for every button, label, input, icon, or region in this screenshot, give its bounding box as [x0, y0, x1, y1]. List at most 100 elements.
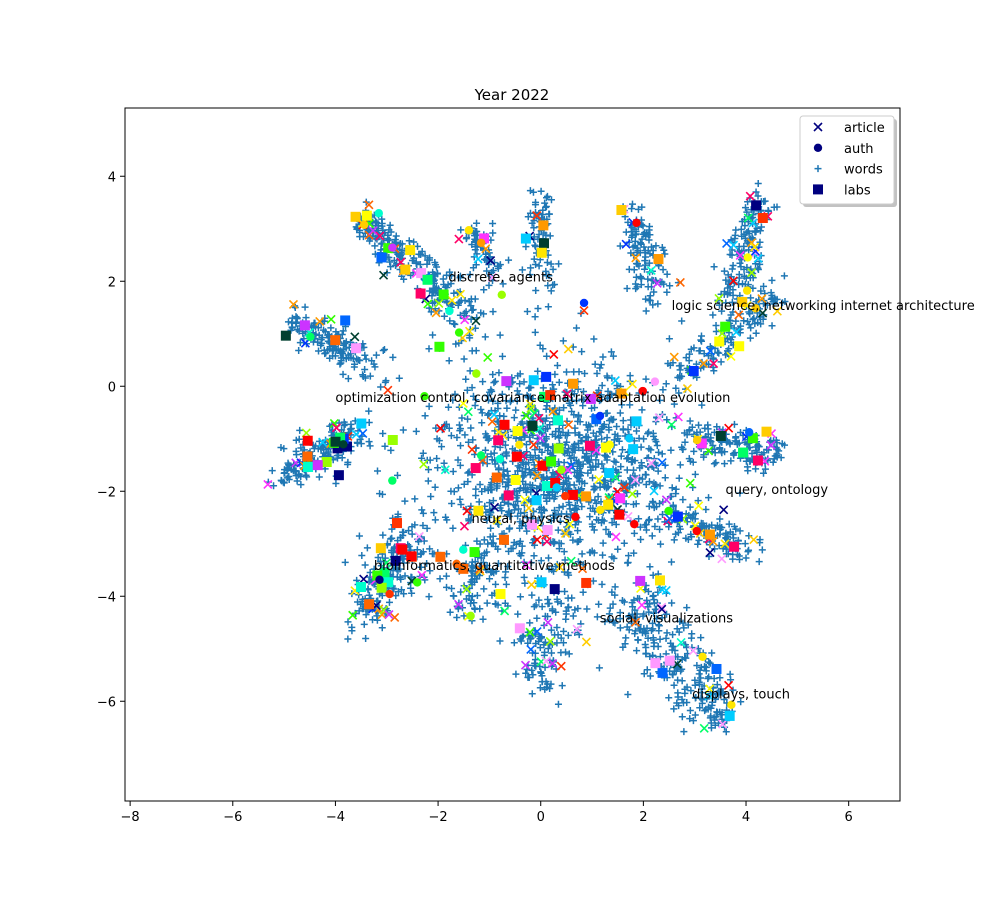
- word-point: [454, 605, 462, 613]
- word-point: [633, 244, 641, 252]
- labs-point: [375, 543, 386, 554]
- word-point: [663, 416, 671, 424]
- article-point: [594, 474, 604, 485]
- word-point: [696, 347, 704, 355]
- word-point: [386, 221, 394, 229]
- word-point: [620, 598, 628, 606]
- article-point: [447, 295, 457, 305]
- word-point: [539, 473, 547, 481]
- series-labs: [280, 200, 772, 721]
- word-point: [654, 515, 662, 523]
- word-point: [671, 646, 679, 654]
- word-point: [646, 672, 654, 680]
- word-point: [636, 249, 644, 257]
- word-point: [768, 322, 776, 330]
- word-point: [681, 654, 689, 662]
- word-point: [433, 270, 441, 278]
- word-point: [559, 639, 567, 647]
- word-point: [550, 567, 558, 575]
- word-point: [705, 673, 713, 681]
- word-point: [755, 558, 763, 566]
- word-point: [603, 434, 611, 442]
- article-point: [577, 564, 588, 574]
- cluster-annotation: displays, touch: [692, 688, 790, 703]
- word-point: [644, 588, 652, 596]
- word-point: [551, 506, 559, 514]
- word-point: [569, 612, 577, 620]
- word-point: [634, 636, 642, 644]
- y-tick-label: 2: [108, 275, 116, 290]
- labs-point: [724, 710, 735, 721]
- labs-point: [550, 477, 561, 488]
- word-point: [660, 246, 668, 254]
- word-point: [332, 479, 340, 487]
- x-tick-label: 6: [845, 810, 853, 825]
- word-point: [466, 367, 474, 375]
- word-point: [752, 329, 760, 337]
- word-point: [698, 696, 706, 704]
- article-point: [714, 293, 724, 303]
- word-point: [633, 260, 641, 268]
- word-point: [483, 267, 491, 275]
- word-point: [636, 239, 644, 247]
- word-point: [602, 526, 610, 534]
- word-point: [614, 435, 622, 443]
- word-point: [616, 615, 624, 623]
- word-point: [763, 301, 771, 309]
- word-point: [695, 670, 703, 678]
- word-point: [573, 397, 581, 405]
- word-point: [644, 430, 652, 438]
- word-point: [551, 631, 559, 639]
- word-point: [680, 624, 688, 632]
- word-point: [293, 314, 301, 322]
- article-point: [473, 254, 483, 264]
- article-point: [315, 316, 325, 327]
- word-point: [527, 469, 535, 477]
- word-point: [528, 591, 536, 599]
- word-point: [496, 637, 504, 645]
- word-point: [678, 372, 686, 380]
- word-point: [769, 298, 777, 306]
- word-point: [704, 674, 712, 682]
- word-point: [746, 334, 754, 342]
- word-point: [717, 711, 725, 719]
- word-point: [467, 516, 475, 524]
- word-point: [780, 272, 788, 280]
- word-point: [601, 618, 609, 626]
- word-point: [524, 673, 532, 681]
- word-point: [598, 381, 606, 389]
- word-point: [715, 349, 723, 357]
- word-point: [447, 280, 455, 288]
- word-point: [663, 610, 671, 618]
- word-point: [679, 699, 687, 707]
- article-point: [381, 558, 391, 568]
- word-point: [589, 474, 597, 482]
- word-point: [618, 401, 626, 409]
- labs-point: [392, 518, 403, 529]
- word-point: [468, 347, 476, 355]
- word-point: [348, 627, 356, 635]
- article-point: [458, 398, 468, 409]
- labs-point: [711, 663, 722, 674]
- labs-point: [499, 419, 510, 430]
- word-point: [747, 294, 755, 302]
- word-point: [702, 505, 710, 513]
- word-point: [653, 615, 661, 623]
- labs-point: [538, 220, 549, 231]
- word-point: [745, 320, 753, 328]
- word-point: [641, 247, 649, 255]
- article-point: [657, 585, 667, 595]
- word-point: [327, 324, 335, 332]
- word-point: [395, 253, 403, 261]
- word-point: [746, 310, 754, 318]
- labs-point: [340, 315, 351, 326]
- word-point: [649, 247, 657, 255]
- word-point: [426, 456, 434, 464]
- word-point: [646, 563, 654, 571]
- word-point: [455, 298, 463, 306]
- labs-point: [715, 430, 726, 441]
- word-point: [464, 478, 472, 486]
- labs-point: [568, 378, 579, 389]
- word-point: [619, 643, 627, 651]
- article-point: [301, 428, 311, 438]
